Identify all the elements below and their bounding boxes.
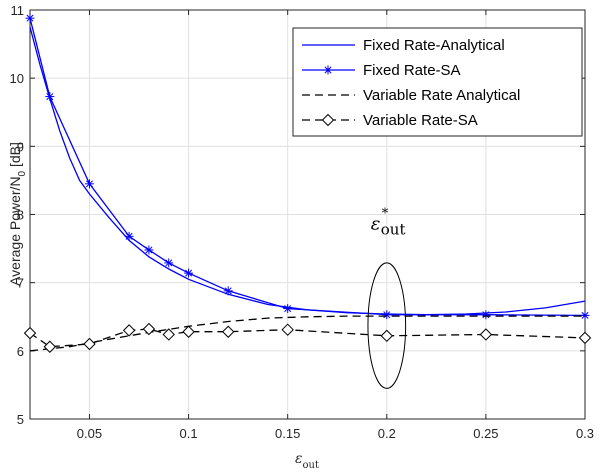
ellipse-annotation xyxy=(367,262,407,389)
data-point-diamond xyxy=(578,331,592,345)
x-axis-label-subscript: out xyxy=(303,460,319,471)
annotation-subscript: out xyxy=(381,220,406,238)
data-point-asterisk xyxy=(382,310,392,320)
x-tick-label: 0.2 xyxy=(378,426,396,441)
data-point-asterisk xyxy=(481,310,491,320)
series-line-1 xyxy=(29,18,586,317)
data-point-asterisk xyxy=(323,65,333,75)
data-point-diamond xyxy=(222,325,235,338)
data-point-asterisk xyxy=(124,231,134,241)
y-axis-label-suffix: [dB] xyxy=(7,142,23,171)
data-point-diamond xyxy=(479,328,493,341)
y-axis-label-subscript: 0 xyxy=(17,170,28,176)
data-point-diamond xyxy=(142,322,156,336)
y-tick-label: 11 xyxy=(11,3,25,18)
x-tick-label: 0.05 xyxy=(77,426,102,441)
y-tick-label: 5 xyxy=(17,412,24,427)
y-tick-label: 7 xyxy=(17,276,24,291)
y-tick-label: 8 xyxy=(17,208,24,223)
data-point-diamond xyxy=(122,324,136,337)
series-layer xyxy=(23,13,592,353)
annotation-epsilon: ε xyxy=(371,213,381,234)
data-point-diamond xyxy=(321,113,335,127)
legend-label-0: Fixed Rate-Analytical xyxy=(363,37,505,54)
x-axis-label: εout xyxy=(295,451,319,471)
grid xyxy=(30,9,586,420)
y-tick-label: 6 xyxy=(17,344,24,359)
x-tick-label: 0.1 xyxy=(180,426,198,441)
data-point-diamond xyxy=(281,323,294,336)
x-tick-label: 0.25 xyxy=(473,426,498,441)
legend-label-3: Variable Rate-SA xyxy=(363,112,478,129)
y-axis-label-main: Average Power/N xyxy=(7,176,23,285)
annotation-layer: ε *out xyxy=(367,206,407,389)
data-point-diamond xyxy=(83,337,96,351)
series-line-3 xyxy=(29,328,586,348)
data-point-diamond xyxy=(43,340,57,353)
y-tick-label: 9 xyxy=(17,139,24,154)
data-point-asterisk xyxy=(84,179,94,189)
data-point-asterisk xyxy=(45,92,55,102)
x-axis-label-main: ε xyxy=(295,451,303,467)
ticks: 0.05 0.1 0.15 0.2 0.25 0.3 5 6 7 8 9 10 11 xyxy=(10,3,595,441)
data-point-asterisk xyxy=(144,245,154,255)
data-point-asterisk xyxy=(25,13,35,23)
x-tick-label: 0.15 xyxy=(275,426,300,441)
y-tick-label: 10 xyxy=(10,71,24,86)
data-point-asterisk xyxy=(283,304,293,314)
annotation-superscript: * xyxy=(382,206,389,221)
data-point-diamond xyxy=(162,328,175,341)
data-point-asterisk xyxy=(184,268,194,278)
legend-box xyxy=(292,27,583,137)
series-line-2 xyxy=(29,315,585,352)
legend-label-1: Fixed Rate-SA xyxy=(363,62,461,79)
data-point-diamond xyxy=(23,326,37,340)
legend-label-2: Variable Rate Analytical xyxy=(363,87,520,104)
data-point-asterisk xyxy=(223,286,233,296)
data-point-diamond xyxy=(380,329,393,343)
x-tick-label: 0.3 xyxy=(576,426,594,441)
data-point-asterisk xyxy=(580,310,590,320)
y-axis-label: Average Power/N0 [dB] xyxy=(7,142,28,286)
data-point-diamond xyxy=(182,325,195,338)
annotation-epsilon-base: ε xyxy=(371,213,381,234)
legend: Fixed Rate-Analytical Fixed Rate-SA Variab… xyxy=(292,27,583,137)
data-point-asterisk xyxy=(164,258,174,268)
